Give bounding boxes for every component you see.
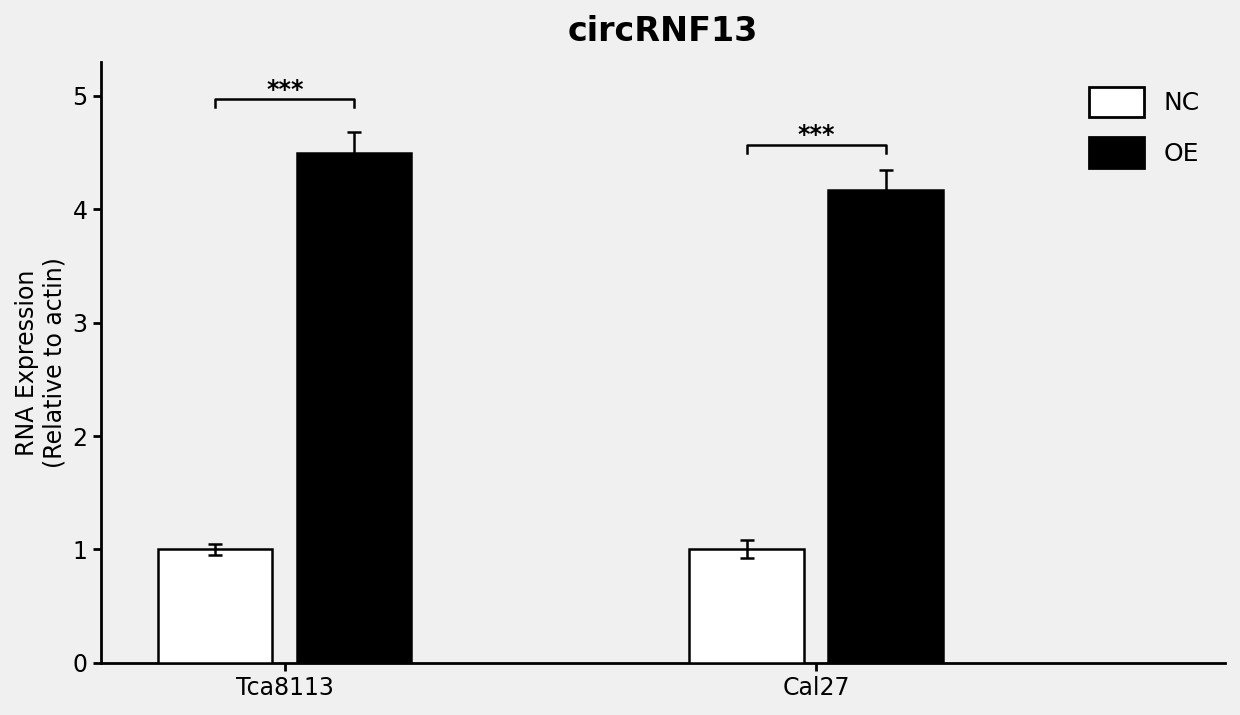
Text: ***: *** — [267, 77, 304, 102]
Bar — [157, 549, 273, 663]
Bar — [828, 190, 942, 663]
Y-axis label: RNA Expression
(Relative to actin): RNA Expression (Relative to actin) — [15, 257, 67, 468]
Bar — [689, 549, 804, 663]
Legend: NC, OE: NC, OE — [1076, 74, 1213, 180]
Bar — [298, 152, 412, 663]
Text: ***: *** — [797, 123, 835, 147]
Title: circRNF13: circRNF13 — [568, 15, 758, 48]
